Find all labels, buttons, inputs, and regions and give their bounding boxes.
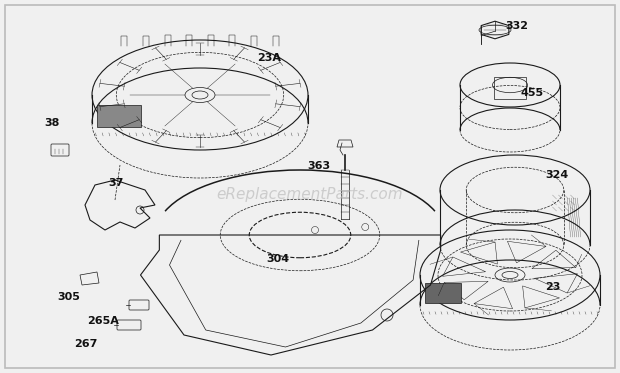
Text: 265A: 265A bbox=[87, 316, 118, 326]
Text: 38: 38 bbox=[45, 118, 60, 128]
Text: eReplacementParts.com: eReplacementParts.com bbox=[216, 188, 404, 203]
Text: 305: 305 bbox=[58, 292, 81, 301]
Text: 332: 332 bbox=[505, 21, 528, 31]
Polygon shape bbox=[425, 283, 461, 303]
Text: 324: 324 bbox=[546, 170, 569, 180]
Polygon shape bbox=[97, 105, 141, 127]
Text: 304: 304 bbox=[267, 254, 290, 264]
Text: 37: 37 bbox=[108, 178, 124, 188]
Text: 455: 455 bbox=[521, 88, 544, 98]
Text: 267: 267 bbox=[74, 339, 98, 349]
Text: 23A: 23A bbox=[257, 53, 281, 63]
Text: 23: 23 bbox=[546, 282, 561, 292]
Text: 363: 363 bbox=[307, 161, 330, 171]
